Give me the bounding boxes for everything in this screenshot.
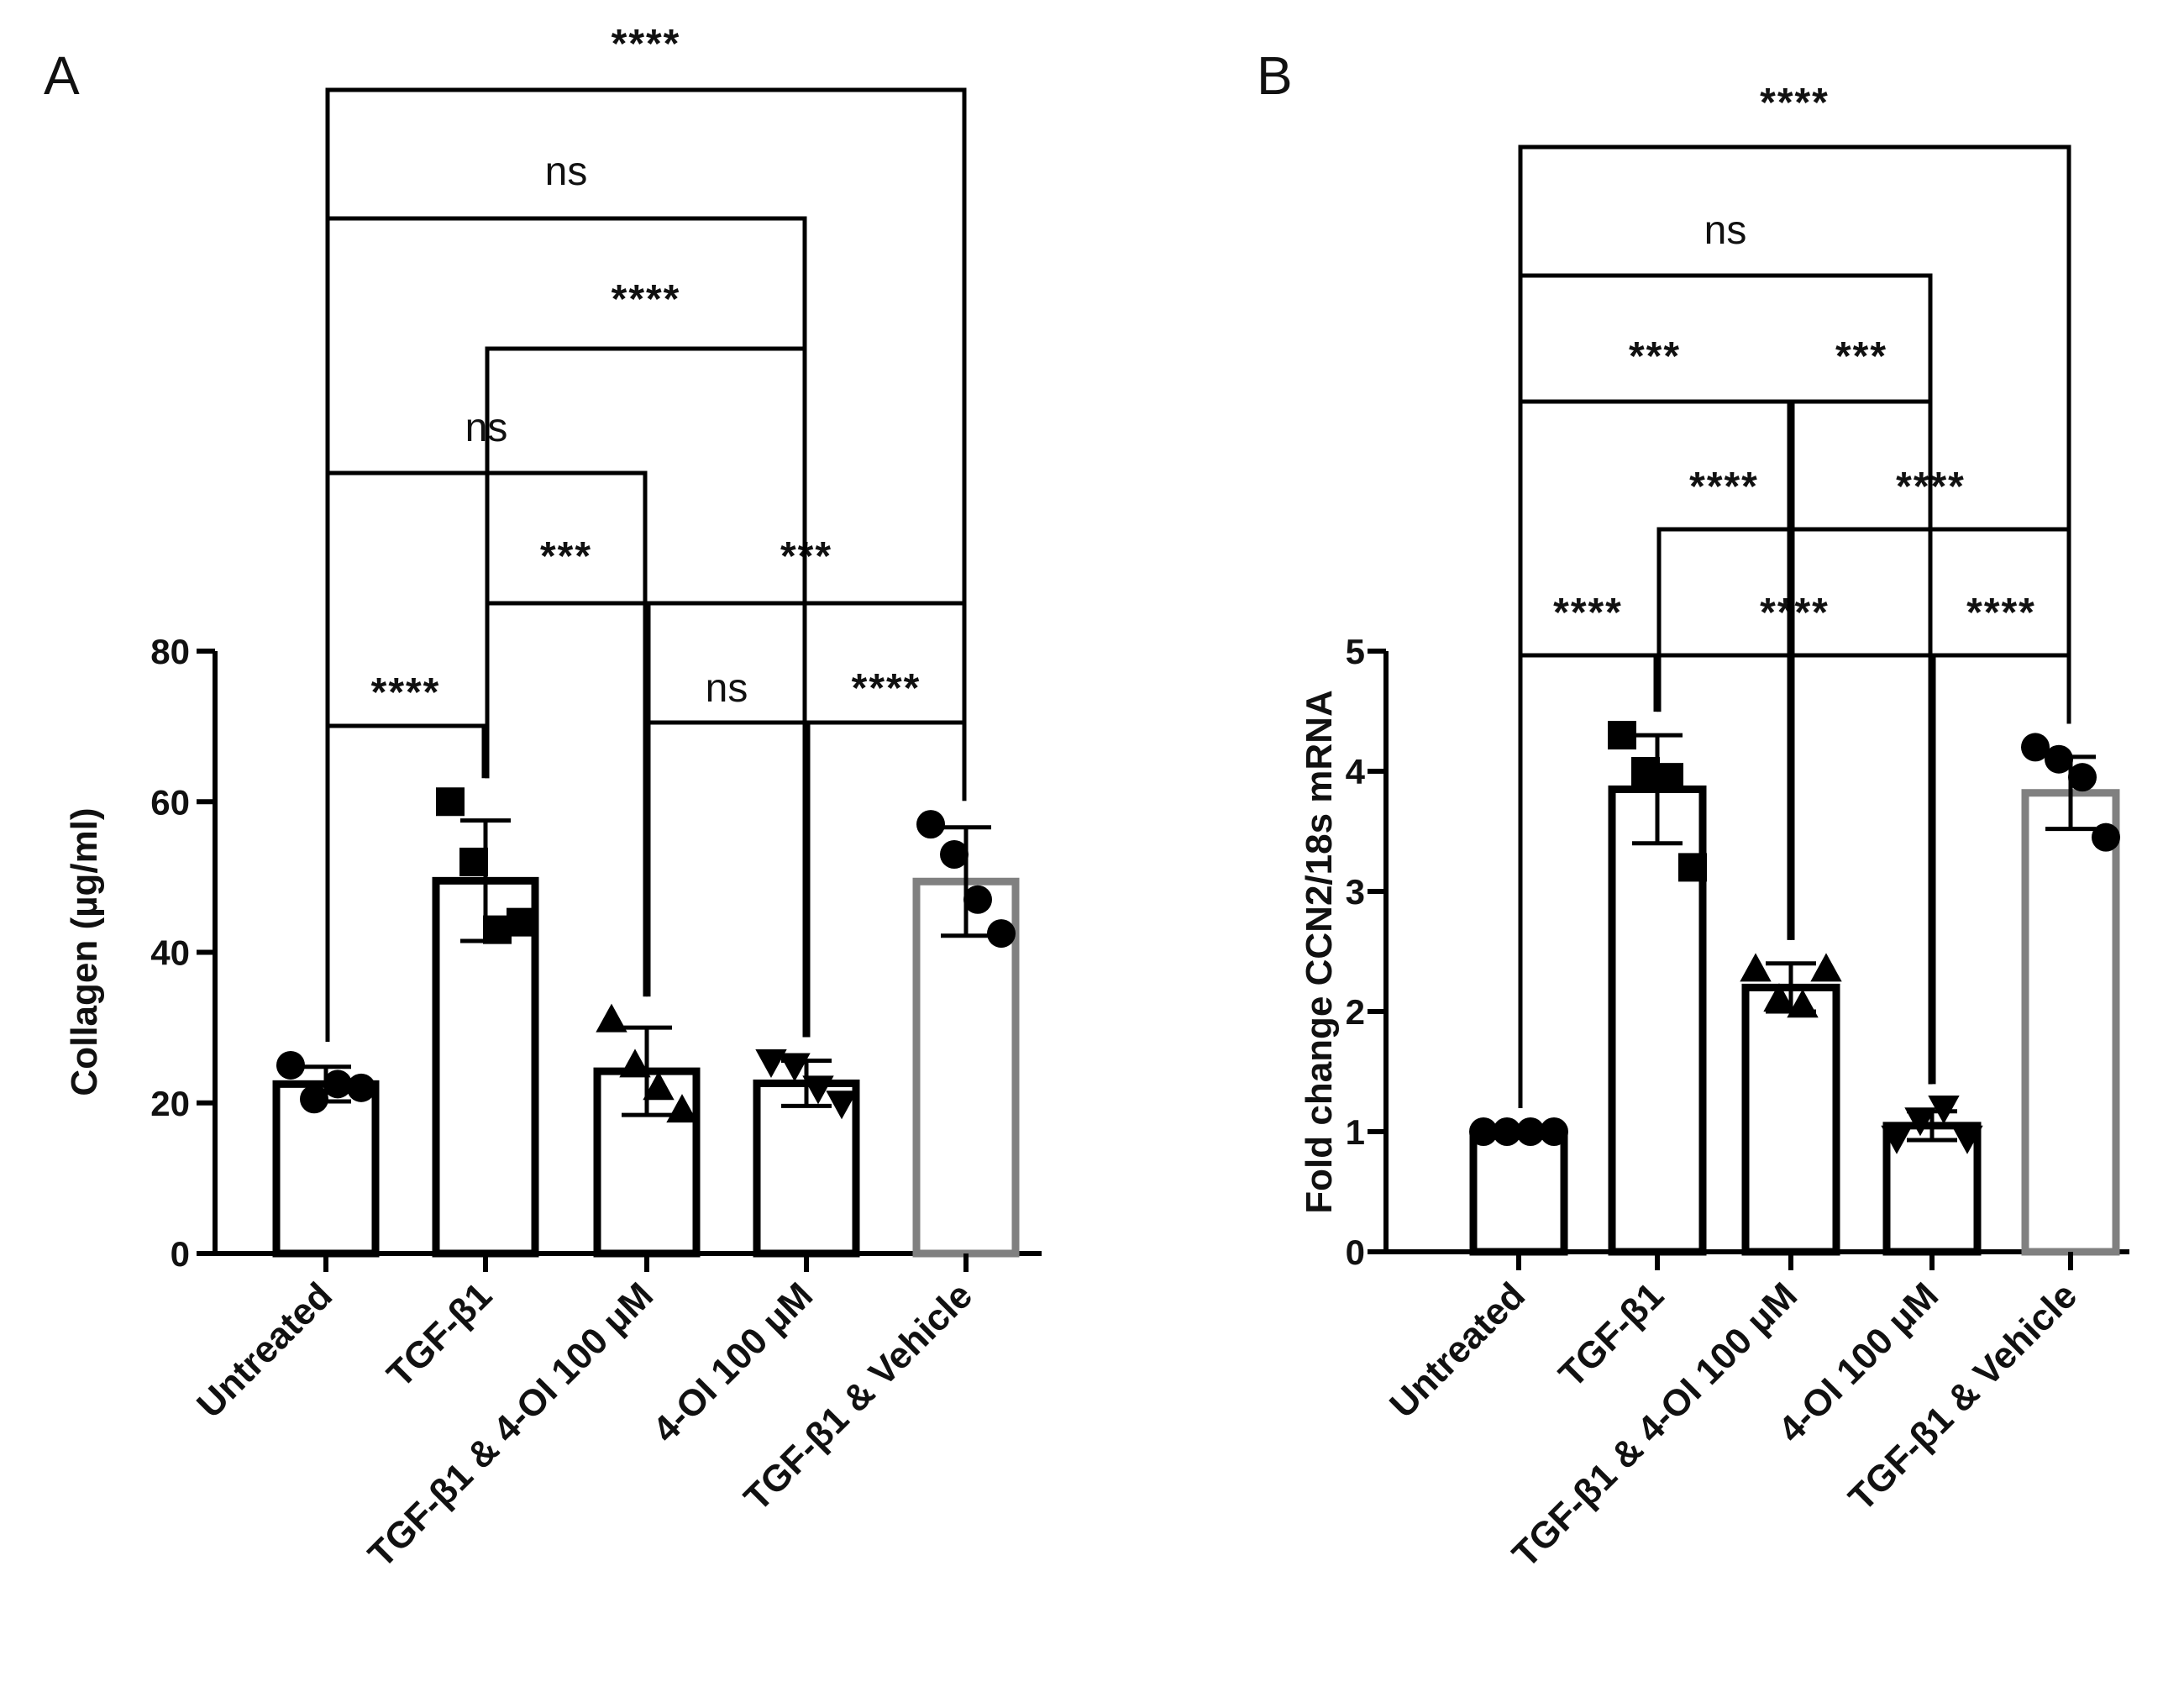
data-point [666, 1094, 698, 1123]
y-tick-label: 60 [150, 782, 190, 822]
category-label: Untreated [189, 1274, 340, 1426]
data-point [916, 810, 945, 839]
significance-label: ns [545, 150, 588, 194]
significance-label: **** [612, 22, 681, 66]
category-label: Untreated [1382, 1274, 1533, 1426]
category-label: TGF-β1 [1551, 1274, 1672, 1395]
y-axis-label: Collagen (µg/ml) [64, 807, 105, 1096]
bracket-line [1518, 145, 2071, 1108]
data-point [1469, 1117, 1498, 1146]
y-tick-label: 40 [150, 933, 190, 973]
y-axis-label: Fold change CCN2/18s mRNA [1299, 690, 1340, 1213]
y-tick-label: 0 [171, 1234, 190, 1274]
data-point [755, 1049, 787, 1079]
significance-label: ns [706, 666, 748, 711]
significance-bracket: **** [1518, 81, 2071, 1108]
data-point [643, 1071, 675, 1101]
significance-bracket: ns [325, 150, 807, 1042]
significance-bracket: *** [1790, 334, 1933, 1085]
significance-label: *** [540, 534, 592, 579]
bar-group: TGF-β1 [1551, 721, 1707, 1395]
data-point [459, 847, 488, 876]
significance-label: **** [371, 670, 441, 715]
bracket-line [325, 216, 807, 1042]
significance-label: **** [1553, 591, 1623, 635]
data-point [2092, 822, 2120, 852]
data-point [436, 787, 465, 817]
significance-label: *** [1835, 334, 1887, 379]
data-point [507, 907, 535, 937]
axes: 0 1 2 3 4 5 [1346, 632, 2129, 1272]
data-point [1740, 953, 1772, 982]
data-point [2068, 763, 2097, 792]
data-point [1881, 1125, 1913, 1154]
data-point [826, 1091, 858, 1120]
data-point [300, 1085, 328, 1114]
y-tick-label: 5 [1346, 632, 1365, 671]
category-label: TGF-β1 & 4-OI 100 μM [360, 1274, 661, 1575]
y-tick-label: 0 [1346, 1232, 1365, 1272]
y-tick-label: 4 [1346, 752, 1366, 791]
category-label: TGF-β1 [380, 1274, 501, 1395]
data-point [1951, 1125, 1983, 1154]
y-tick-label: 1 [1346, 1112, 1365, 1152]
panel-a-label: A [44, 45, 80, 106]
significance-label: **** [1760, 81, 1830, 125]
significance-bracket: ns [646, 666, 807, 1038]
data-point [2021, 733, 2050, 762]
y-tick-label: 2 [1346, 992, 1365, 1032]
bar [1469, 1127, 1568, 1256]
data-point [1810, 953, 1842, 982]
significance-label: **** [1966, 591, 2036, 635]
data-point [1516, 1117, 1545, 1146]
data-point [1608, 721, 1636, 750]
significance-label: *** [1629, 334, 1681, 379]
data-point [1904, 1107, 1936, 1137]
data-point [347, 1073, 375, 1102]
bar [272, 1080, 380, 1258]
bar-group: Untreated [1382, 1117, 1568, 1426]
data-point [596, 1003, 627, 1033]
data-point [802, 1075, 834, 1105]
panel-b-label: B [1257, 45, 1293, 106]
y-tick-label: 3 [1346, 872, 1365, 912]
data-point [1493, 1117, 1521, 1146]
bar [1741, 983, 1840, 1256]
significance-label: **** [612, 277, 681, 322]
data-point [963, 885, 992, 914]
data-point [1655, 763, 1683, 792]
y-tick-label: 20 [150, 1084, 190, 1123]
bracket-line [646, 720, 807, 1038]
data-point [1540, 1117, 1568, 1146]
significance-label: **** [1689, 465, 1759, 509]
significance-bracket: **** [325, 22, 967, 1042]
data-point [1763, 983, 1795, 1012]
data-point [987, 919, 1016, 949]
significance-label: **** [852, 666, 921, 711]
significance-label: ns [1704, 208, 1747, 253]
bracket-line [325, 87, 967, 1042]
data-point [619, 1048, 651, 1078]
data-point [323, 1069, 352, 1099]
data-point [276, 1050, 305, 1080]
category-label: TGF-β1 & Vehicle [1841, 1274, 2086, 1519]
data-point [2045, 744, 2073, 774]
bar [2021, 789, 2120, 1256]
bar-group: TGF-β1 [380, 787, 539, 1395]
data-point [940, 839, 969, 869]
category-label: 4-OI 100 μM [645, 1274, 821, 1450]
data-point [1678, 853, 1707, 882]
y-tick-label: 80 [150, 632, 190, 671]
